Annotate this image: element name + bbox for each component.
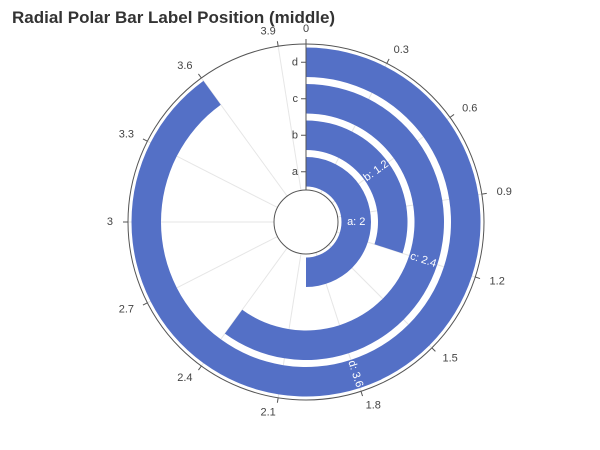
bar-a[interactable]: [306, 157, 371, 287]
angle-tick-2-4: [198, 365, 202, 371]
spoke-gridline-3-6: [200, 77, 288, 197]
angle-tick-0-9: [481, 192, 487, 195]
angle-tick-3-3: [142, 138, 148, 142]
angle-tick-1-5: [431, 347, 436, 352]
angle-tick-1-8: [360, 391, 364, 397]
angle-tick-3-9: [276, 41, 279, 47]
angle-tick-2-7: [142, 302, 148, 306]
category-label-c: c: [293, 93, 299, 105]
angle-tick-label-0-3: 0.3: [394, 44, 409, 56]
angle-tick-label-2-7: 2.7: [119, 304, 134, 316]
angle-tick-label-0-9: 0.9: [497, 186, 512, 198]
category-label-a: a: [292, 166, 299, 178]
category-label-d: d: [292, 56, 298, 68]
angle-tick-label-3: 3: [107, 216, 113, 228]
angle-tick-label-3-6: 3.6: [177, 60, 192, 72]
angle-tick-label-1-5: 1.5: [442, 352, 457, 364]
spoke-gridline-3-9: [277, 46, 302, 191]
inner-axis-circle: [273, 189, 339, 255]
bar-label-a: a: 2: [347, 216, 365, 228]
angle-tick-1-2: [475, 276, 481, 280]
angle-tick-label-0-6: 0.6: [462, 103, 477, 115]
angle-tick-label-1-2: 1.2: [490, 276, 505, 288]
axis-layer: [123, 39, 487, 403]
angle-tick-label-3-9: 3.9: [261, 25, 276, 37]
bar-layer: [131, 47, 481, 397]
category-label-b: b: [292, 129, 298, 141]
angle-tick-3-6: [198, 73, 202, 79]
angle-tick-label-2-1: 2.1: [261, 407, 276, 419]
angle-tick-label-3-3: 3.3: [119, 128, 134, 140]
angle-tick-2-1: [276, 397, 279, 403]
angle-tick-label-0: 0: [303, 23, 309, 35]
angle-tick-label-2-4: 2.4: [177, 372, 192, 384]
chart-title: Radial Polar Bar Label Position (middle): [12, 8, 336, 27]
bar-b[interactable]: [306, 120, 408, 254]
angle-tick-label-1-8: 1.8: [366, 400, 381, 412]
bar-c[interactable]: [224, 84, 444, 361]
angle-tick-0-6: [449, 114, 455, 118]
angle-tick-0-3: [386, 58, 390, 64]
